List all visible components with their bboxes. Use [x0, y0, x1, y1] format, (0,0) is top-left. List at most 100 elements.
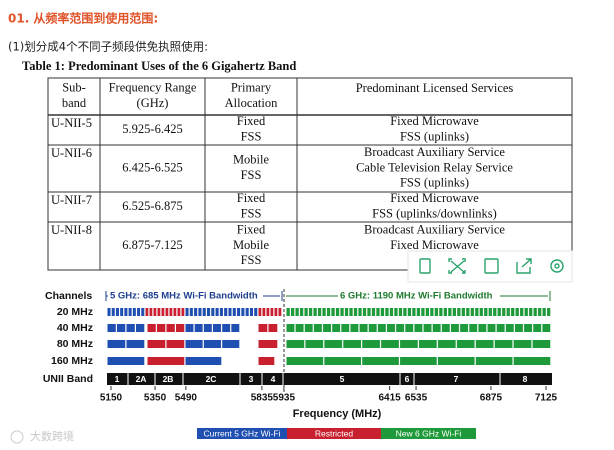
- channel: [241, 308, 245, 316]
- channel: [194, 324, 203, 332]
- icon-settings[interactable]: [550, 259, 564, 273]
- channel: [153, 308, 157, 316]
- channel: [358, 308, 362, 316]
- channel: [219, 308, 223, 316]
- channel: [532, 340, 551, 348]
- channel: [308, 308, 313, 316]
- icon-share[interactable]: [516, 258, 532, 274]
- icon-copy[interactable]: [419, 258, 431, 274]
- cell: 6.425-6.525: [122, 160, 182, 174]
- freq-label: 7125: [535, 393, 558, 404]
- unii-label: 5: [340, 374, 345, 384]
- icon-expand[interactable]: [448, 258, 466, 274]
- channel: [165, 308, 169, 316]
- channel: [157, 324, 166, 332]
- channel: [262, 308, 266, 316]
- cell: Mobile: [233, 153, 270, 167]
- channel: [443, 308, 447, 316]
- channel: [286, 308, 290, 316]
- toolbar: [407, 250, 573, 283]
- freq-label: 5490: [175, 393, 198, 404]
- channel: [117, 324, 126, 332]
- channel: [398, 308, 403, 316]
- freq-label: 5150: [100, 393, 123, 404]
- channel: [206, 308, 211, 316]
- channel: [237, 308, 241, 316]
- channel: [385, 308, 389, 316]
- channel: [203, 324, 212, 332]
- bracket-6: [286, 291, 551, 301]
- channel: [224, 308, 228, 316]
- channel: [189, 308, 193, 316]
- channel: [349, 308, 353, 316]
- channel: [437, 340, 456, 348]
- unii-label: 8: [523, 374, 528, 384]
- header-cell: Sub-: [62, 81, 86, 95]
- channel: [194, 308, 198, 316]
- channel: [478, 324, 487, 332]
- cell: 5.925-6.425: [122, 122, 182, 136]
- freq-label: 6415: [378, 393, 401, 404]
- channel: [340, 308, 344, 316]
- channel: [268, 324, 278, 332]
- channel: [185, 357, 222, 365]
- channel: [514, 324, 523, 332]
- channel: [381, 340, 399, 348]
- channel: [362, 340, 380, 348]
- channel: [126, 340, 145, 348]
- toolbar-bg: [407, 250, 573, 283]
- channel: [203, 340, 221, 348]
- channel: [115, 308, 119, 316]
- unii-label: 2B: [163, 374, 174, 384]
- unii-label: 1: [115, 374, 120, 384]
- channel: [430, 308, 434, 316]
- icon-settings-dot: [554, 263, 560, 269]
- cell: U-NII-6: [51, 146, 92, 160]
- channel: [181, 308, 185, 316]
- band-5ghz: 5 GHz: 685 MHz Wi-Fi Bandwidth: [110, 291, 258, 302]
- channel: [304, 308, 308, 316]
- channel: [323, 324, 331, 332]
- header-cell: Frequency Range: [109, 81, 197, 95]
- channel: [258, 324, 268, 332]
- channel: [538, 308, 542, 316]
- channel: [270, 308, 274, 316]
- channel: [166, 340, 185, 348]
- channel: [419, 340, 437, 348]
- unii-label: 3: [249, 374, 254, 384]
- icon-save[interactable]: [484, 258, 499, 274]
- table-title: Table 1: Predominant Uses of the 6 Gigah…: [22, 59, 296, 73]
- freq-label: 5935: [273, 393, 296, 404]
- channel: [145, 308, 149, 316]
- channel: [124, 308, 128, 316]
- channel: [487, 324, 496, 332]
- channel: [295, 324, 304, 332]
- channel: [496, 324, 505, 332]
- channel: [266, 308, 270, 316]
- cell: FSS (uplinks): [400, 176, 469, 190]
- channel: [286, 357, 324, 365]
- channel: [542, 308, 546, 316]
- channel: [185, 340, 203, 348]
- channel: [475, 308, 479, 316]
- channel: [513, 357, 551, 365]
- channel: [132, 308, 136, 316]
- channel: [147, 324, 156, 332]
- channel: [326, 308, 331, 316]
- channel: [362, 357, 399, 365]
- freq-label: 6875: [480, 393, 503, 404]
- channel: [147, 340, 166, 348]
- channel: [185, 324, 194, 332]
- channel: [434, 308, 439, 316]
- header-cell: Allocation: [225, 96, 279, 110]
- channel: [258, 340, 278, 348]
- channel: [389, 308, 394, 316]
- channel: [245, 308, 249, 316]
- cell: FSS (uplinks): [400, 130, 469, 144]
- legend-label: New 6 GHz Wi-Fi: [396, 428, 462, 438]
- cell: Fixed: [237, 191, 266, 205]
- channel: [533, 308, 537, 316]
- channel: [126, 324, 135, 332]
- bracket-5: [105, 291, 283, 301]
- channel: [198, 308, 202, 316]
